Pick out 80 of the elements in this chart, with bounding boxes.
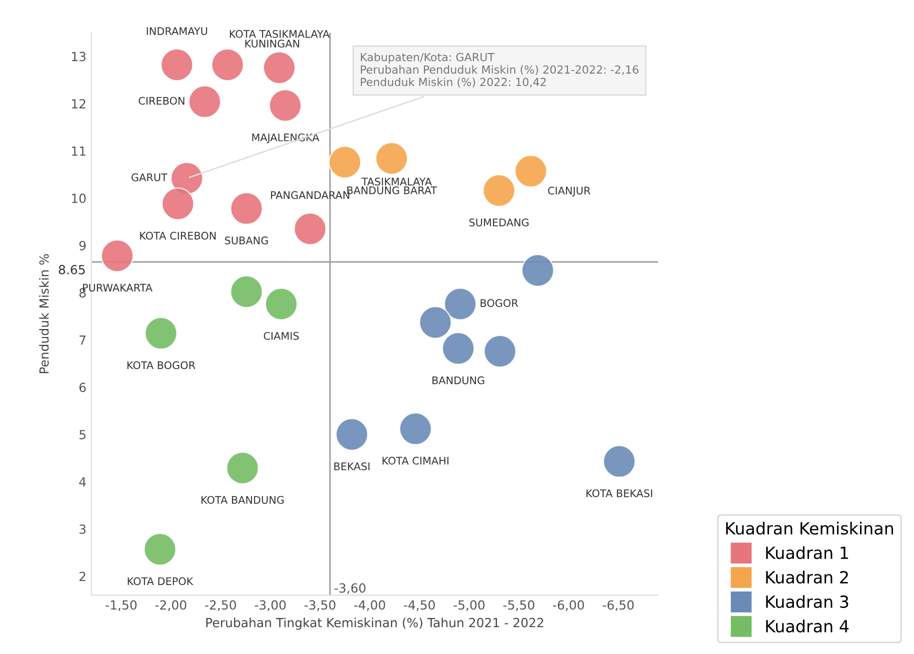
point: [418, 306, 452, 339]
point: [226, 452, 259, 484]
data-label: BANDUNG BARAT: [347, 186, 437, 194]
data-label: CIREBON: [138, 96, 184, 105]
x-tick-label: -2,00: [155, 600, 186, 611]
y-tick-label: 2: [80, 572, 86, 581]
x-tick-label: -4,00: [354, 600, 386, 611]
point: [268, 89, 302, 122]
y-tick-label: 6: [79, 382, 86, 392]
legend-label: Kuadran 1: [766, 546, 848, 560]
x-tick-label: -6,50: [602, 600, 634, 611]
data-label: SUBANG: [224, 236, 268, 244]
y-axis-title: Penduduk Miskin %: [39, 254, 49, 374]
y-tick-label: 9: [79, 240, 86, 250]
data-label: KOTA BANDUNG: [202, 496, 284, 504]
x-tick-label: -4,50: [404, 600, 435, 611]
data-label: BANDUNG: [432, 376, 484, 384]
y-tick-label: 4: [79, 477, 86, 486]
point: [188, 85, 222, 118]
data-label: BEKASI: [334, 462, 370, 470]
legend-label: Kuadran 3: [766, 595, 848, 608]
y-tick-label: 12: [72, 99, 86, 108]
point: [262, 51, 296, 84]
legend-label: Kuadran 4: [766, 620, 849, 632]
point: [294, 212, 327, 246]
y-tick-label: 13: [72, 52, 86, 62]
ref-line-label: -3,60: [334, 583, 366, 594]
data-label: KOTA TASIKMALAYA: [230, 30, 330, 38]
data-label: BOGOR: [480, 299, 518, 308]
data-label: CIANJUR: [548, 186, 590, 196]
annotation: Kabupaten/Kota: GARUT Perubahan Penduduk Miskin (%) 2021-2022: -2,16 Penduduk Miskin (%) 2022: 10,42: [360, 52, 638, 88]
data-label: SUMEDANG: [469, 218, 528, 226]
point: [602, 444, 636, 478]
point: [328, 146, 362, 179]
x-axis-title: Perubahan Tingkat Kemiskinan (%) Tahun 2021 - 2022: [206, 618, 544, 630]
legend-label: Kuadran 2: [766, 570, 848, 584]
data-label: CIAMIS: [264, 332, 299, 340]
point: [482, 174, 516, 207]
x-tick-label: -5,00: [454, 600, 485, 611]
point: [211, 48, 244, 82]
x-tick-label: -3,50: [304, 600, 336, 611]
x-tick-label: -5,50: [503, 600, 534, 611]
data-label: KOTA CIREBON: [140, 232, 216, 240]
x-tick-label: -2,50: [205, 600, 236, 611]
data-label: INDRAMAYU: [146, 27, 208, 36]
point: [100, 239, 134, 272]
point: [144, 532, 176, 566]
ref-line-label: 8.65: [58, 264, 85, 274]
legend-title: Kuadran Kemiskinan: [726, 522, 894, 535]
data-label: KOTA CIMAHI: [382, 456, 448, 465]
data-label: GARUT: [132, 173, 168, 182]
point: [444, 288, 477, 320]
point: [484, 334, 516, 368]
y-tick-label: 10: [72, 194, 86, 204]
point: [399, 412, 432, 446]
y-tick-label: 11: [72, 146, 86, 156]
y-tick-label: 3: [80, 524, 86, 534]
point: [264, 288, 298, 320]
x-tick-label: -1,50: [106, 600, 137, 611]
point: [160, 48, 194, 82]
point: [335, 418, 368, 451]
data-label: KOTA DEPOK: [128, 577, 194, 586]
point: [230, 275, 263, 308]
data-label: TASIKMALAYA: [362, 178, 432, 186]
x-tick-label: -6,00: [553, 600, 584, 611]
data-label: KUNINGAN: [245, 40, 300, 48]
data-label: MAJALENGKA: [252, 133, 320, 144]
y-tick-label: 7: [80, 336, 86, 345]
point: [230, 192, 263, 225]
data-label: KOTA BOGOR: [127, 361, 196, 370]
point: [521, 254, 554, 287]
x-tick-label: -3,00: [254, 600, 286, 611]
data-label: PANGANDARAN: [271, 191, 350, 200]
y-tick-label: 5: [80, 430, 86, 440]
point: [144, 316, 178, 350]
data-label: KOTA BEKASI: [586, 489, 652, 498]
point: [375, 142, 408, 175]
point: [514, 154, 548, 188]
point: [442, 332, 475, 365]
point: [162, 187, 194, 220]
